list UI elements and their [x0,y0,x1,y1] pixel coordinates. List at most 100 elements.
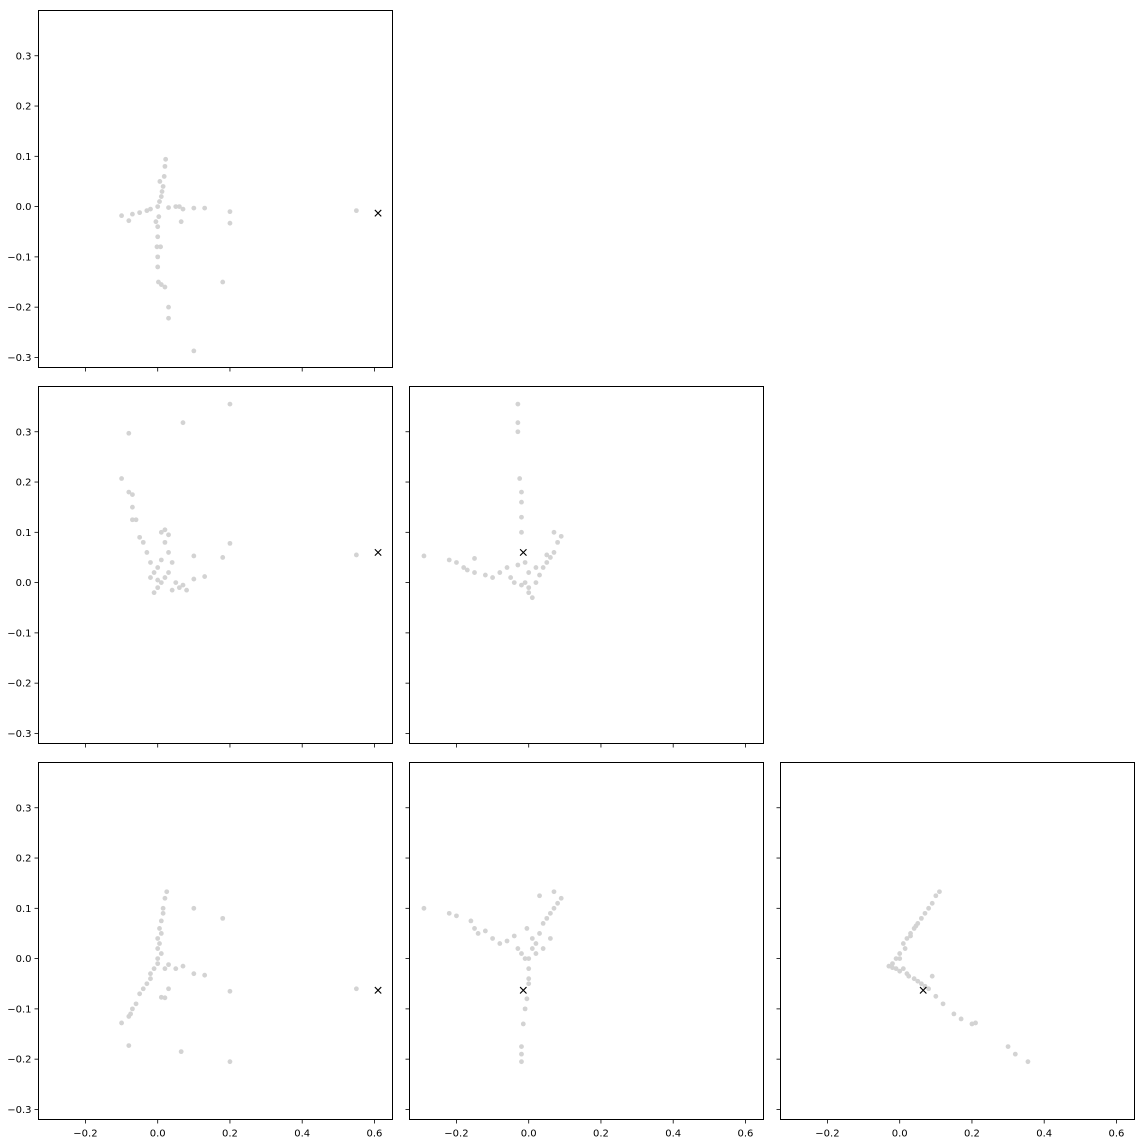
data-point [537,572,542,578]
data-point [148,971,153,977]
points-group [119,401,359,596]
data-point [156,214,162,220]
data-point [178,1049,184,1055]
data-point [227,401,233,407]
data-point [155,956,161,961]
marked-point-x [374,986,382,994]
panel-frame [38,762,393,1120]
data-point [166,570,171,575]
y-tick-label: 0.3 [16,427,32,438]
data-point [191,553,197,559]
data-point [475,931,481,936]
data-point [482,928,488,934]
data-point [555,539,560,545]
data-point [227,540,233,546]
data-point [154,244,160,250]
x-tick-label: 0.2 [222,1129,238,1140]
data-point [558,533,564,539]
data-point [151,570,157,575]
data-point [508,575,514,580]
data-point [159,189,165,194]
data-point [180,420,186,426]
data-point [517,476,523,481]
data-point [504,938,510,944]
data-point [526,981,532,987]
data-point [155,585,161,591]
data-point [157,199,162,204]
data-point [522,956,528,961]
data-point [158,557,164,563]
data-point [166,315,171,321]
data-point [504,565,510,570]
data-point [913,923,919,929]
data-point [133,1001,139,1007]
y-tick-label: −0.1 [7,628,31,639]
data-point [551,550,557,555]
data-point [202,972,208,978]
data-point [191,576,197,582]
data-point [540,946,546,951]
scatter-panel-row2-col1: −0.3 −0.2 −0.1 0.0 0.1 0.2 0.3 [7,386,393,748]
data-point [547,555,553,560]
marked-point-x [919,986,927,994]
data-point [900,966,906,972]
data-point [472,570,477,575]
data-point [144,550,150,555]
data-point [524,926,530,931]
data-point [906,973,912,979]
data-point [148,206,153,212]
data-point [202,574,208,579]
data-point [937,889,942,895]
data-point [551,889,557,895]
data-point [897,956,903,961]
data-point [526,976,532,982]
data-point [180,963,186,969]
data-point [520,1021,526,1027]
data-point [148,560,153,565]
data-point [926,986,931,992]
data-point [148,976,153,982]
data-point [464,567,470,573]
y-tick-label: −0.3 [7,1105,31,1116]
marked-point-stroke [519,548,527,557]
data-point [526,590,532,596]
x-tick-label: −0.2 [444,1129,468,1140]
data-point [130,492,135,498]
data-point [173,966,179,972]
data-point [155,961,161,967]
data-point [191,905,197,911]
x-tick-label: 0.0 [892,1129,908,1140]
data-point [166,550,171,555]
data-point [126,430,132,436]
data-point [522,1006,528,1012]
data-point [227,209,233,215]
data-point [526,585,532,591]
data-point [1005,1044,1011,1049]
data-point [940,1001,946,1007]
panel-frame [38,386,393,744]
data-point [446,910,452,916]
data-point [893,966,899,972]
data-point [180,206,186,212]
data-point [522,560,528,565]
y-tick-label: −0.2 [7,303,31,314]
data-point [160,910,166,916]
data-point [166,205,171,211]
x-tick-label: 0.4 [294,1129,310,1140]
data-point [130,517,135,523]
data-point [130,211,135,217]
data-point [161,174,167,179]
data-point [162,895,168,901]
data-point [119,213,124,219]
x-tick-label: 0.0 [150,1129,166,1140]
data-point [151,590,157,596]
data-point [191,348,197,354]
data-point [191,971,197,977]
y-tick-label: −0.3 [7,729,31,740]
data-point [472,556,477,561]
x-tick-label: 0.6 [366,1129,382,1140]
y-tick-label: −0.3 [7,353,31,364]
x-tick-label: 0.6 [1108,1129,1124,1140]
data-point [151,966,157,972]
